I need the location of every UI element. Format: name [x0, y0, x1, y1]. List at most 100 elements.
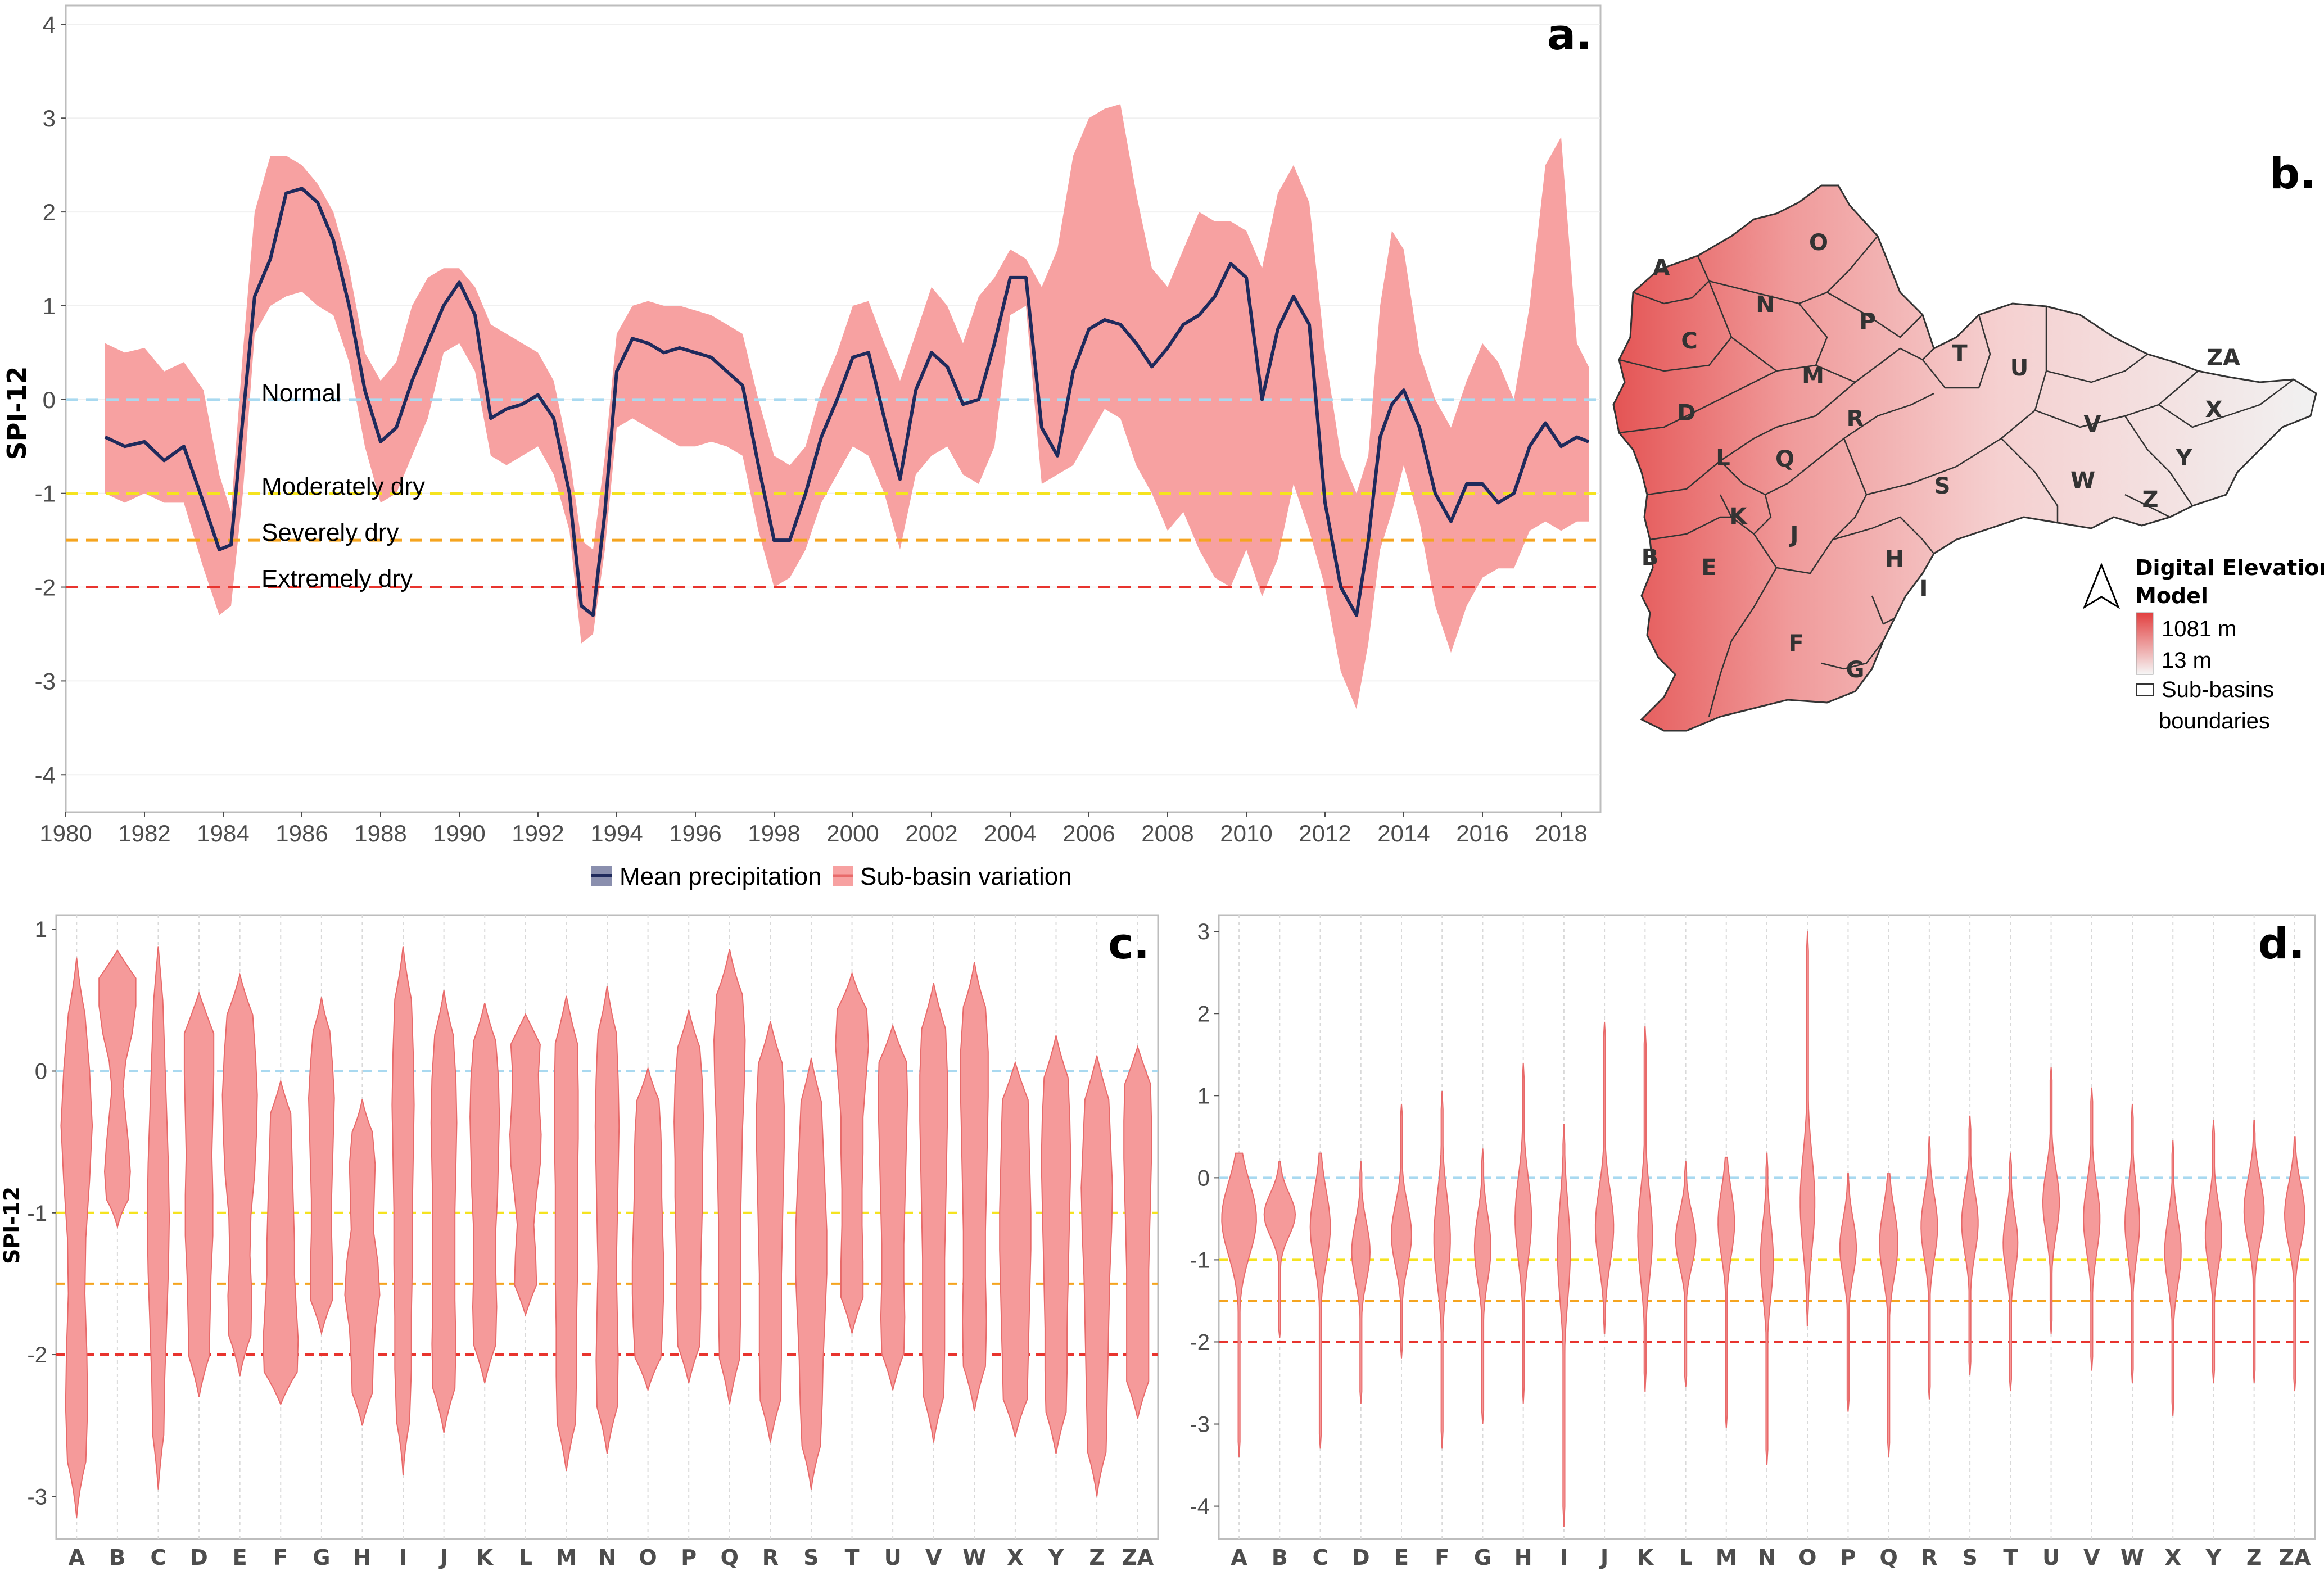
x-tick-label: F	[1435, 1545, 1449, 1570]
y-tick-label: -2	[1190, 1330, 1210, 1355]
y-tick-label: -1	[35, 481, 56, 507]
x-tick-label: B	[1272, 1545, 1288, 1570]
boundary-e	[1649, 516, 1731, 541]
subbasin-label-za: ZA	[2207, 345, 2240, 371]
panel-a-legend: Mean precipitation Sub-basin variation	[591, 863, 1072, 890]
legend-mean-label: Mean precipitation	[620, 863, 822, 890]
basin-outline	[1612, 184, 2317, 732]
violin-w	[960, 962, 989, 1412]
subbasin-label-k: K	[1730, 504, 1748, 529]
x-tick-label: 2010	[1220, 820, 1272, 846]
violin-za	[1123, 1045, 1152, 1419]
violin-c	[1309, 1152, 1331, 1449]
y-tick-label: -3	[27, 1484, 47, 1509]
x-tick-label: 1982	[118, 820, 170, 846]
x-tick-label: A	[1231, 1545, 1247, 1570]
x-tick-label: K	[1637, 1545, 1654, 1570]
dem-legend-low: 13 m	[2162, 648, 2212, 673]
x-tick-label: E	[1394, 1545, 1409, 1570]
panel-d-x-ticks: A B C D E F G H I J K L M N O P Q R S T U V W X Y Z ZA	[1231, 1545, 2311, 1570]
x-tick-label: 1994	[590, 820, 643, 846]
dem-legend-ramp	[2136, 612, 2154, 675]
panel-b-elevation-map: b. A B C D E F G HI J	[1612, 148, 2324, 734]
subbasin-label-x: X	[2205, 397, 2223, 423]
x-tick-label: 2014	[1377, 820, 1430, 846]
subbasin-labels: A B C D E F G HI J K L M N O P Q R S T U V W XYZ ZA	[1642, 230, 2240, 683]
violin-p	[673, 1009, 704, 1383]
legend-band-label: Sub-basin variation	[860, 863, 1072, 890]
violin-y	[1041, 1035, 1071, 1454]
threshold-label-severe: Severely dry	[261, 519, 399, 546]
boundary-a	[1633, 255, 1710, 305]
subbasin-label-i: I	[1920, 576, 1928, 601]
subbasin-label-a: A	[1653, 255, 1670, 281]
dem-legend-title-line1: Digital Elevation	[2135, 555, 2324, 580]
panel-a-gridlines	[66, 24, 1600, 776]
violin-n	[1760, 1152, 1774, 1465]
x-tick-label: S	[803, 1545, 819, 1570]
panel-a-x-ticks: 1980 1982 1984 1986 1988 1990 1992 1994 1996 1998…	[39, 812, 1588, 846]
y-tick-label: 0	[1197, 1166, 1210, 1190]
boundary-w	[2001, 438, 2059, 523]
panel-a-y-axis-title: SPI-12	[2, 366, 32, 460]
subbasin-label-l: L	[1716, 445, 1730, 471]
x-tick-label: 2018	[1535, 820, 1587, 846]
y-tick-label: -1	[1190, 1248, 1210, 1273]
boundary-c	[1618, 280, 1733, 372]
x-tick-label: 1990	[433, 820, 485, 846]
subbasin-label-e: E	[1701, 555, 1716, 581]
boundary-g	[1821, 640, 1884, 670]
violin-y	[2204, 1120, 2222, 1383]
y-tick-label: -2	[35, 574, 56, 601]
y-tick-label: 1	[43, 293, 56, 319]
x-tick-label: H	[354, 1545, 372, 1570]
violin-a	[60, 957, 93, 1518]
x-tick-label: Y	[2205, 1545, 2222, 1570]
subbasin-label-j: J	[1789, 522, 1799, 548]
violin-z	[1080, 1055, 1113, 1497]
x-tick-label: C	[151, 1545, 166, 1570]
x-tick-label: L	[1679, 1545, 1692, 1570]
x-tick-label: T	[2003, 1545, 2018, 1570]
x-tick-label: W	[2120, 1545, 2144, 1570]
panel-c-violins: -3 -2 -1 0 1 A B C D E F G H I J K L M N O P Q R S T U V W X Y Z ZA SP…	[0, 914, 1159, 1570]
x-tick-label: B	[109, 1545, 125, 1570]
panel-c-y-ticks: -3 -2 -1 0 1	[27, 917, 56, 1509]
subbasin-label-h: H	[1885, 546, 1903, 572]
x-tick-label: I	[1560, 1545, 1568, 1570]
y-tick-label: 3	[43, 105, 56, 132]
x-tick-label: 1998	[748, 820, 800, 846]
subbasin-label-f: F	[1788, 631, 1803, 657]
violin-g	[308, 997, 335, 1336]
subbasin-label-s: S	[1934, 473, 1951, 499]
boundary-q	[1720, 392, 1934, 496]
subbasin-label-g: G	[1846, 657, 1865, 683]
boundary-d	[1618, 370, 1777, 434]
violin-f	[1433, 1091, 1451, 1449]
violin-s	[795, 1058, 828, 1490]
violin-j	[430, 990, 458, 1433]
violin-l	[509, 1013, 542, 1317]
x-tick-label: Q	[721, 1545, 739, 1570]
y-tick-label: 3	[1197, 920, 1210, 944]
subbasin-label-r: R	[1847, 406, 1864, 432]
x-tick-label: 2004	[984, 820, 1036, 846]
x-tick-label: ZA	[1122, 1545, 1154, 1570]
x-tick-label: ZA	[2278, 1545, 2311, 1570]
panel-c-violin-layer	[60, 946, 1152, 1518]
x-tick-label: V	[2083, 1545, 2100, 1570]
x-tick-label: U	[884, 1545, 902, 1570]
x-tick-label: R	[762, 1545, 779, 1570]
violin-b	[1263, 1161, 1296, 1338]
x-tick-label: T	[845, 1545, 860, 1570]
y-tick-label: -1	[27, 1201, 47, 1226]
panel-b-label: b.	[2269, 148, 2316, 198]
panel-c-label: c.	[1108, 918, 1150, 968]
violin-w	[2124, 1103, 2141, 1383]
subbasin-label-c: C	[1681, 328, 1697, 354]
y-tick-label: 1	[1197, 1084, 1210, 1108]
subbasin-label-p: P	[1859, 309, 1875, 334]
violin-h	[1514, 1062, 1532, 1404]
